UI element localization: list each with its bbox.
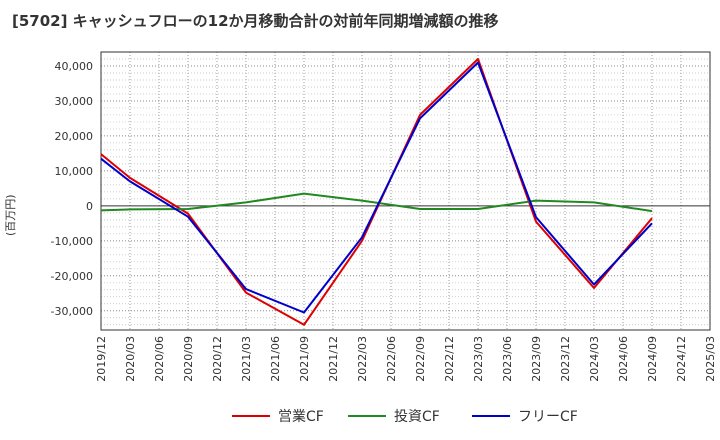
legend: 営業CF 投資CF フリーCF xyxy=(0,404,720,428)
x-tick-label: 2024/09 xyxy=(646,336,659,382)
y-tick-label: 0 xyxy=(86,200,93,213)
grid-layer xyxy=(101,52,710,330)
series-free-cf-line xyxy=(100,61,653,314)
y-tick-label: 30,000 xyxy=(55,95,94,108)
x-tick-label: 2023/03 xyxy=(472,336,485,382)
x-tick-label: 2021/09 xyxy=(298,336,311,382)
series-investing-cf-line xyxy=(100,192,653,213)
x-tick-label: 2020/06 xyxy=(153,336,166,382)
x-tick-label: 2024/12 xyxy=(675,336,688,382)
x-tick-label: 2021/03 xyxy=(240,336,253,382)
y-tick-label: 40,000 xyxy=(55,60,94,73)
x-tick-label: 2023/06 xyxy=(501,336,514,382)
legend-swatch-investing-cf xyxy=(348,415,386,417)
x-tick-label: 2024/06 xyxy=(617,336,630,382)
x-tick-label: 2023/12 xyxy=(559,336,572,382)
x-tick-label: 2022/06 xyxy=(385,336,398,382)
x-tick-label: 2019/12 xyxy=(95,336,108,382)
series-layer xyxy=(100,58,653,326)
chart-title: [5702] キャッシュフローの12か月移動合計の対前年同期増減額の推移 xyxy=(12,12,499,30)
legend-label-free-cf: フリーCF xyxy=(518,409,578,425)
x-tick-label: 2025/03 xyxy=(704,336,717,382)
plot-area-border xyxy=(100,51,711,331)
y-tick-label: 20,000 xyxy=(55,130,94,143)
x-tick-label: 2020/09 xyxy=(182,336,195,382)
x-tick-label: 2022/12 xyxy=(443,336,456,382)
y-tick-label: -20,000 xyxy=(51,270,93,283)
x-tick-label: 2021/12 xyxy=(327,336,340,382)
legend-swatch-operating-cf xyxy=(232,415,270,417)
y-tick-label: -30,000 xyxy=(51,305,93,318)
legend-swatch-free-cf xyxy=(472,415,510,417)
series-operating-cf-line xyxy=(100,58,653,326)
x-tick-label: 2020/12 xyxy=(211,336,224,382)
x-tick-label: 2023/09 xyxy=(530,336,543,382)
y-tick-label: 10,000 xyxy=(55,165,94,178)
y-tick-label: -10,000 xyxy=(51,235,93,248)
x-tick-label: 2022/03 xyxy=(356,336,369,382)
tick-label-layer: 2019/12 2020/03 2020/06 2020/09 2020/12 2021/… xyxy=(51,60,717,382)
x-tick-label: 2024/03 xyxy=(588,336,601,382)
legend-label-investing-cf: 投資CF xyxy=(394,409,440,425)
x-tick-label: 2020/03 xyxy=(124,336,137,382)
x-tick-label: 2022/09 xyxy=(414,336,427,382)
legend-label-operating-cf: 営業CF xyxy=(278,409,324,425)
x-tick-label: 2021/06 xyxy=(269,336,282,382)
axis-layer xyxy=(100,51,711,331)
